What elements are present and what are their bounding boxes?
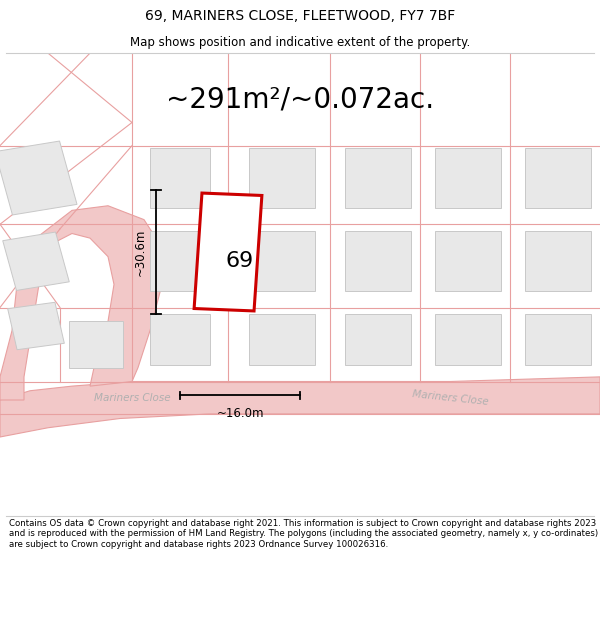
Polygon shape: [0, 141, 77, 215]
Text: Mariners Close: Mariners Close: [412, 389, 488, 407]
Text: Mariners Close: Mariners Close: [94, 392, 170, 402]
Polygon shape: [0, 377, 600, 437]
Polygon shape: [249, 148, 315, 208]
Polygon shape: [345, 314, 411, 365]
Polygon shape: [150, 314, 210, 365]
Text: ~16.0m: ~16.0m: [216, 407, 264, 420]
Polygon shape: [0, 206, 162, 400]
Text: Map shows position and indicative extent of the property.: Map shows position and indicative extent…: [130, 36, 470, 49]
Polygon shape: [525, 148, 591, 208]
Polygon shape: [525, 231, 591, 291]
Polygon shape: [435, 314, 501, 365]
Text: 69: 69: [226, 251, 254, 271]
Text: Contains OS data © Crown copyright and database right 2021. This information is : Contains OS data © Crown copyright and d…: [9, 519, 598, 549]
Text: ~30.6m: ~30.6m: [134, 228, 147, 276]
Polygon shape: [435, 148, 501, 208]
Text: ~291m²/~0.072ac.: ~291m²/~0.072ac.: [166, 86, 434, 113]
Text: 69, MARINERS CLOSE, FLEETWOOD, FY7 7BF: 69, MARINERS CLOSE, FLEETWOOD, FY7 7BF: [145, 9, 455, 23]
Polygon shape: [249, 314, 315, 365]
Polygon shape: [69, 321, 123, 368]
Polygon shape: [194, 193, 262, 311]
Polygon shape: [150, 231, 210, 291]
Polygon shape: [345, 148, 411, 208]
Polygon shape: [525, 314, 591, 365]
Polygon shape: [8, 302, 64, 350]
Polygon shape: [150, 148, 210, 208]
Polygon shape: [3, 232, 69, 291]
Polygon shape: [345, 231, 411, 291]
Polygon shape: [249, 231, 315, 291]
Polygon shape: [435, 231, 501, 291]
